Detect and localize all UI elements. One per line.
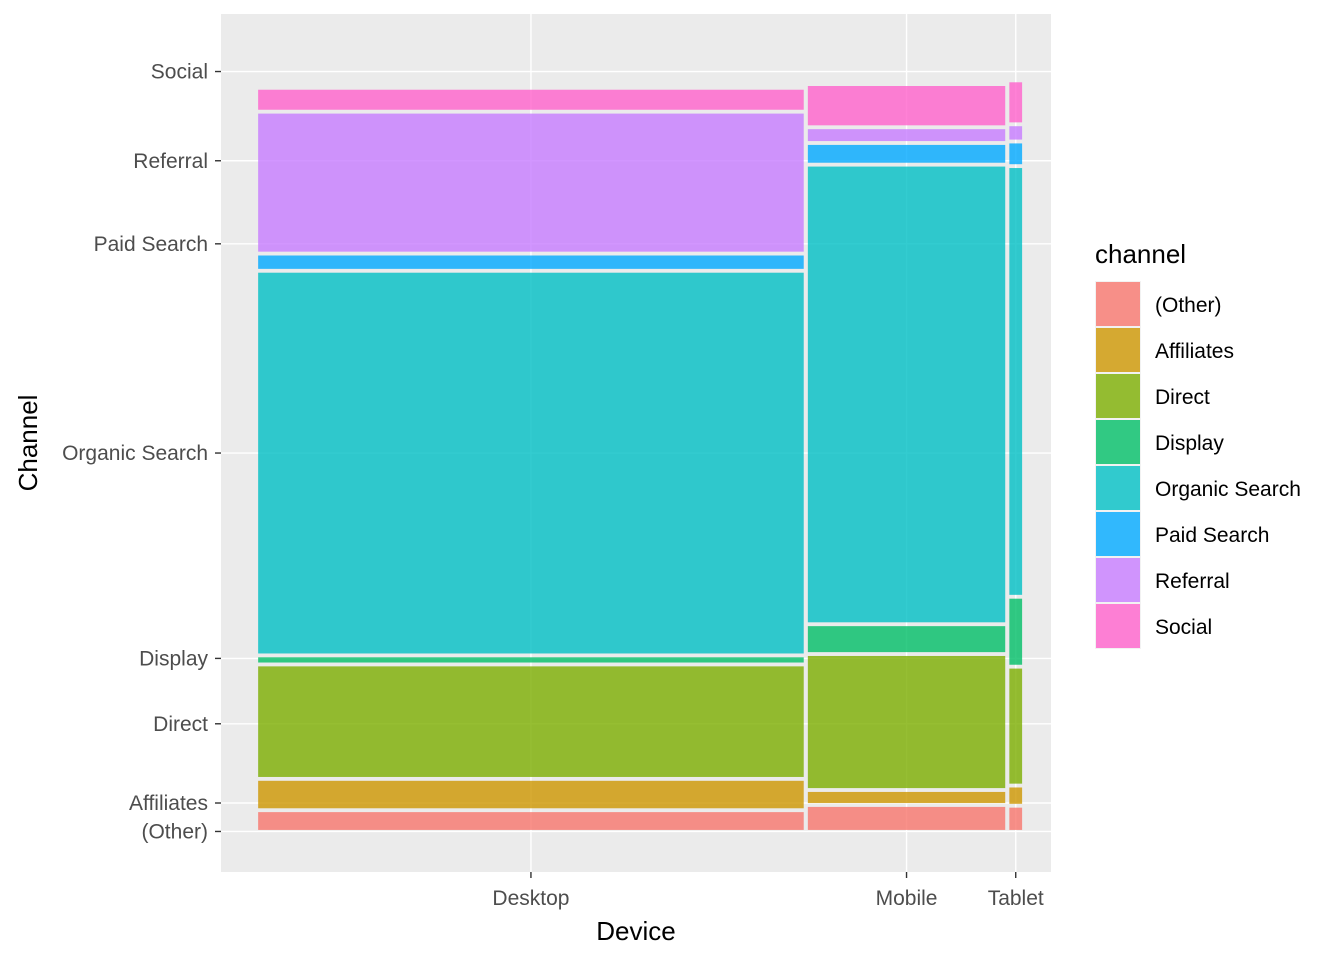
tile-desktop-display bbox=[258, 657, 804, 663]
y-tick-label: Direct bbox=[153, 713, 208, 736]
y-tick-label: Social bbox=[151, 61, 208, 84]
legend-label: Display bbox=[1155, 432, 1224, 455]
legend-swatch bbox=[1096, 282, 1140, 326]
legend-swatch bbox=[1096, 604, 1140, 648]
tile-desktop-organic-search bbox=[258, 272, 804, 654]
legend-label: Direct bbox=[1155, 386, 1210, 409]
legend-swatch bbox=[1096, 466, 1140, 510]
x-axis-title: Device bbox=[596, 916, 675, 946]
legend-title: channel bbox=[1095, 239, 1186, 269]
y-tick-label: Organic Search bbox=[62, 442, 208, 465]
tile-tablet-direct bbox=[1009, 668, 1023, 784]
tile-tablet-organic-search bbox=[1009, 168, 1023, 595]
tile-desktop-other bbox=[258, 812, 804, 830]
legend-swatch bbox=[1096, 374, 1140, 418]
tile-tablet-referral bbox=[1009, 126, 1023, 140]
legend-label: Paid Search bbox=[1155, 524, 1269, 547]
y-tick-label: Referral bbox=[133, 150, 208, 173]
legend-label: Organic Search bbox=[1155, 478, 1301, 501]
y-tick-label: Affiliates bbox=[129, 792, 208, 815]
tile-desktop-affiliates bbox=[258, 780, 804, 809]
tile-mobile-affiliates bbox=[807, 791, 1006, 804]
tiles bbox=[258, 82, 1023, 830]
tile-desktop-social bbox=[258, 89, 804, 110]
tile-mobile-social bbox=[807, 86, 1006, 126]
x-tick-label: Mobile bbox=[876, 887, 938, 910]
tile-tablet-social bbox=[1009, 82, 1023, 123]
x-tick-label: Tablet bbox=[988, 887, 1044, 910]
tile-tablet-other bbox=[1009, 807, 1023, 830]
tile-mobile-direct bbox=[807, 655, 1006, 789]
legend-label: Affiliates bbox=[1155, 340, 1234, 363]
y-tick-label: Paid Search bbox=[94, 233, 208, 256]
tile-desktop-direct bbox=[258, 666, 804, 777]
y-axis: Social Referral Paid Search Organic Search D… bbox=[62, 61, 221, 843]
tile-tablet-affiliates bbox=[1009, 787, 1023, 804]
legend-label: Social bbox=[1155, 616, 1212, 639]
x-axis: Desktop Mobile Tablet bbox=[492, 872, 1044, 910]
tile-tablet-paid-search bbox=[1009, 143, 1023, 165]
tile-mobile-paid-search bbox=[807, 144, 1006, 163]
tile-desktop-paid-search bbox=[258, 255, 804, 269]
tile-desktop-referral bbox=[258, 113, 804, 252]
tile-mobile-organic-search bbox=[807, 166, 1006, 623]
legend-swatch bbox=[1096, 512, 1140, 556]
legend-swatch bbox=[1096, 328, 1140, 372]
tile-mobile-display bbox=[807, 626, 1006, 653]
y-tick-label: (Other) bbox=[141, 820, 208, 843]
legend-swatch bbox=[1096, 558, 1140, 602]
y-tick-label: Display bbox=[139, 647, 208, 670]
x-tick-label: Desktop bbox=[492, 887, 569, 910]
tile-mobile-referral bbox=[807, 129, 1006, 142]
tile-mobile-other bbox=[807, 806, 1006, 830]
y-axis-title: Channel bbox=[13, 395, 43, 492]
legend-label: (Other) bbox=[1155, 294, 1222, 317]
legend-swatch bbox=[1096, 420, 1140, 464]
legend-label: Referral bbox=[1155, 570, 1230, 593]
legend: channel (Other) Affiliates Direct Display Or… bbox=[1095, 239, 1301, 649]
tile-tablet-display bbox=[1009, 598, 1023, 665]
